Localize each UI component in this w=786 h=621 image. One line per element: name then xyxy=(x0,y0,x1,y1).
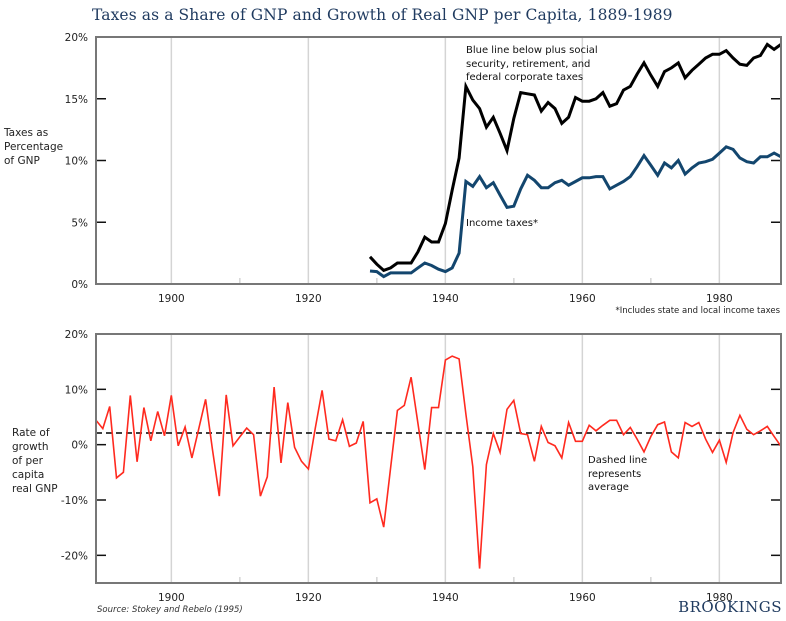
plot-frame xyxy=(95,333,782,584)
total-taxes-annotation: Blue line below plus social security, re… xyxy=(466,44,598,85)
brand-logo: BROOKINGS xyxy=(678,598,782,616)
x-tick-label: 1980 xyxy=(706,293,733,305)
taxes-chart: 1900 1920 1940 1960 1980 0% 5% 10% 15% 20% xyxy=(65,32,782,305)
growth-y-axis-label-line: growth xyxy=(12,441,49,453)
source-note: Source: Stokey and Rebelo (1995) xyxy=(97,605,243,615)
y-tick-label: -10% xyxy=(61,495,88,507)
x-tick-label: 1940 xyxy=(432,592,459,604)
annotation-line: Blue line below plus social xyxy=(466,45,598,56)
average-annotation: Dashed line represents average xyxy=(588,454,647,495)
x-tick-label: 1920 xyxy=(295,592,322,604)
taxes-y-axis-label-line: Taxes as xyxy=(4,127,49,139)
growth-rate-line xyxy=(95,355,782,569)
x-tick-label: 1940 xyxy=(432,293,459,305)
annotation-line: represents xyxy=(588,468,642,480)
y-tick-label: 20% xyxy=(65,329,88,341)
footnote: *Includes state and local income taxes xyxy=(615,306,780,316)
growth-y-axis-label: Rate of growth of per capita real GNP xyxy=(12,426,58,496)
y-tick-label: 0% xyxy=(71,440,88,452)
annotation-line: average xyxy=(588,482,629,493)
annotation-line: security, retirement, and xyxy=(466,58,591,70)
growth-y-axis-label-line: real GNP xyxy=(12,483,58,495)
x-tick-label: 1920 xyxy=(295,293,322,305)
y-tick-label: 5% xyxy=(71,217,88,229)
y-tick-label: -20% xyxy=(61,550,88,562)
taxes-y-axis-label-line: of GNP xyxy=(4,155,40,167)
growth-y-axis-label-line: Rate of xyxy=(12,427,50,439)
y-tick-label: 10% xyxy=(65,156,88,168)
x-tick-label: 1960 xyxy=(569,293,596,305)
x-tick-label: 1900 xyxy=(158,592,185,604)
annotation-line: federal corporate taxes xyxy=(466,72,584,83)
x-tick-label: 1980 xyxy=(706,592,733,604)
taxes-y-axis-label-line: Percentage xyxy=(4,141,64,153)
annotation-line: Dashed line xyxy=(588,455,648,466)
taxes-y-axis-label: Taxes as Percentage of GNP xyxy=(4,126,63,168)
y-tick-label: 20% xyxy=(65,32,88,44)
x-tick-label: 1960 xyxy=(569,592,596,604)
y-tick-label: 15% xyxy=(65,94,88,106)
y-tick-label: 10% xyxy=(65,384,88,396)
growth-y-axis-label-line: capita xyxy=(12,469,45,481)
y-tick-label: 0% xyxy=(71,279,88,291)
plot-frame xyxy=(95,36,782,285)
x-tick-label: 1900 xyxy=(158,293,185,305)
chart-title: Taxes as a Share of GNP and Growth of Re… xyxy=(92,6,673,24)
income-taxes-annotation: Income taxes* xyxy=(466,218,538,229)
growth-y-axis-label-line: of per xyxy=(12,455,43,467)
growth-chart: 1900 1920 1940 1960 1980 -20% -10% 0% 10% 20% xyxy=(61,329,782,604)
